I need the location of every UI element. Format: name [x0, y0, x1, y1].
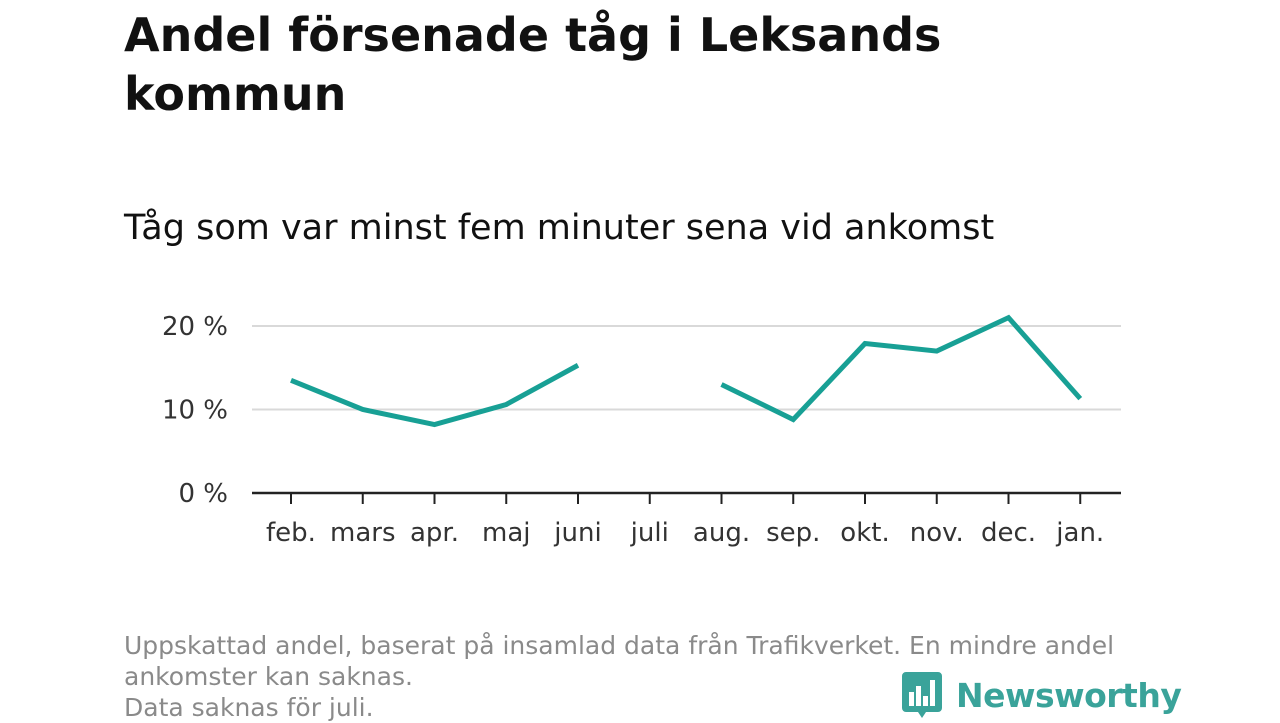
x-tick-label: nov.	[910, 518, 964, 548]
x-tick-label: apr.	[410, 518, 459, 548]
y-tick-label: 20 %	[162, 312, 228, 342]
line-chart: 0 % 10 % 20 % feb. mars apr. maj juni juli aug. s…	[162, 312, 1121, 548]
x-tick-label: aug.	[693, 518, 750, 548]
x-axis	[252, 491, 1121, 504]
x-tick-label: mars	[330, 518, 396, 548]
footnote: Uppskattad andel, baserat på insamlad da…	[124, 630, 1154, 723]
series-lines	[290, 314, 1083, 428]
gridlines	[252, 325, 1121, 411]
y-axis-labels: 0 % 10 % 20 %	[162, 312, 228, 509]
chart-title: Andel försenade tåg i Leksands kommun	[124, 8, 942, 121]
x-axis-labels: feb. mars apr. maj juni juli aug. sep. okt. nov. d…	[266, 518, 1104, 548]
footnote-line-3: Data saknas för juli.	[124, 693, 374, 722]
newsworthy-logo: Newsworthy	[902, 670, 1182, 720]
x-tick-label: maj	[482, 518, 530, 548]
y-tick-label: 0 %	[178, 479, 228, 509]
x-tick-label: jan.	[1055, 518, 1104, 548]
chart-subtitle: Tåg som var minst fem minuter sena vid a…	[124, 208, 995, 248]
footnote-line-2: ankomster kan saknas.	[124, 662, 413, 691]
x-tick-label: sep.	[766, 518, 820, 548]
x-tick-label: feb.	[266, 518, 316, 548]
x-tick-label: okt.	[840, 518, 889, 548]
x-tick-label: juni	[553, 518, 601, 548]
footnote-line-1: Uppskattad andel, baserat på insamlad da…	[124, 631, 1115, 660]
x-tick-label: dec.	[981, 518, 1036, 548]
bar-chart-speech-bubble-icon	[902, 672, 942, 718]
y-tick-label: 10 %	[162, 396, 228, 426]
series-line-segment	[290, 363, 580, 428]
brand-name: Newsworthy	[956, 675, 1182, 715]
x-tick-label: juli	[630, 518, 669, 548]
series-line-segment	[720, 314, 1083, 423]
